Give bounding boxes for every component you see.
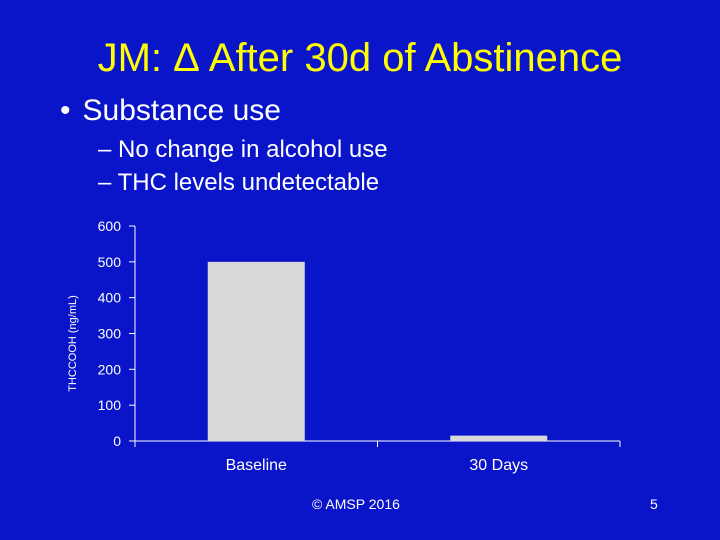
page-number: 5 (650, 496, 658, 512)
y-tick-label: 500 (98, 254, 122, 270)
y-tick-label: 600 (98, 218, 122, 234)
y-tick-label: 300 (98, 326, 122, 342)
copyright-footer: © AMSP 2016 (312, 496, 400, 512)
y-axis-title: THCCOOH (ng/mL) (67, 295, 79, 392)
y-tick-label: 100 (98, 397, 122, 413)
bullet-substance-use: • Substance use (60, 94, 281, 128)
y-tick-label: 400 (98, 290, 122, 306)
slide-title: JM: Δ After 30d of Abstinence (97, 36, 623, 80)
x-tick-label: 30 Days (469, 457, 528, 474)
subbullet-thc: – THC levels undetectable (98, 169, 380, 196)
subbullet-alcohol: – No change in alcohol use (98, 136, 388, 163)
bar (207, 261, 305, 441)
x-tick-label: Baseline (226, 457, 287, 474)
bar (450, 435, 548, 441)
y-tick-label: 200 (98, 361, 122, 377)
bullet-marker: • (60, 94, 71, 127)
y-tick-label: 0 (113, 433, 121, 449)
bullet-label: Substance use (82, 94, 281, 127)
